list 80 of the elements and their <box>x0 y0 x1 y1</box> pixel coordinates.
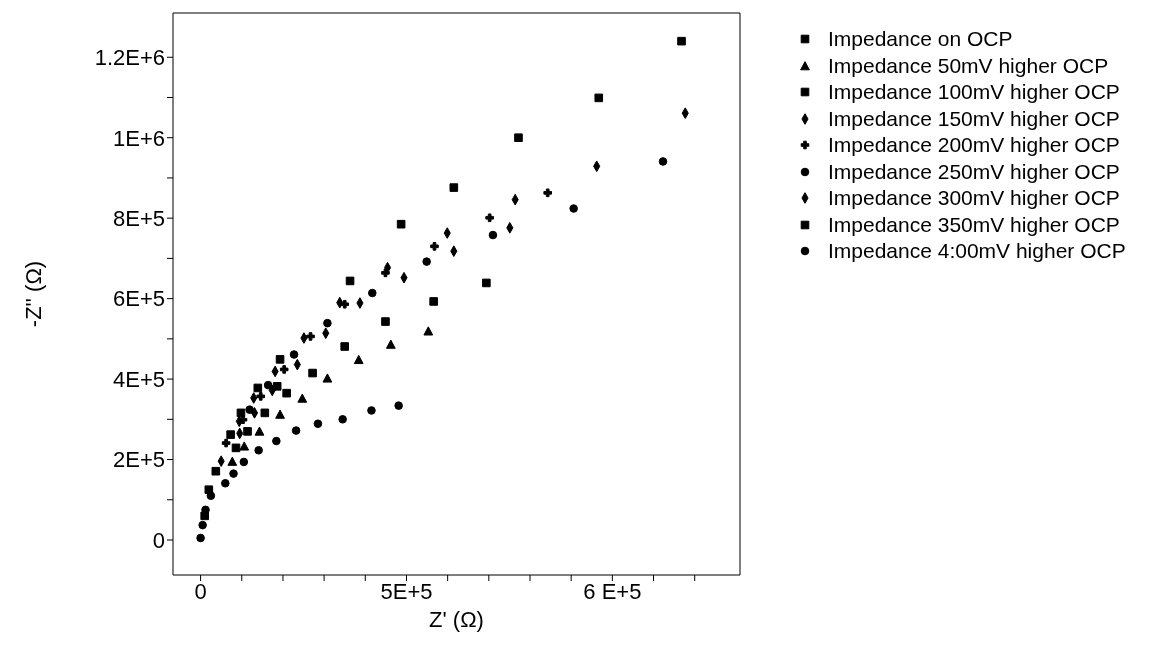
point <box>569 204 578 213</box>
x-axis-title: Z' (Ω) <box>429 606 484 632</box>
point <box>658 157 668 166</box>
point <box>338 415 347 424</box>
legend-label: Impedance 300mV higher OCP <box>828 185 1120 211</box>
point <box>345 276 355 286</box>
point <box>430 242 439 251</box>
y-tick-label: 0 <box>152 527 165 553</box>
point <box>254 426 265 436</box>
x-tick-label: 6 E+5 <box>583 578 642 604</box>
y-tick-label: 6E+5 <box>113 286 165 312</box>
point <box>340 342 350 351</box>
point <box>245 405 254 414</box>
point <box>322 373 333 383</box>
point <box>272 382 282 391</box>
point <box>263 380 273 390</box>
point <box>488 230 498 240</box>
y-tick-label: 8E+5 <box>113 205 165 231</box>
point <box>243 427 252 436</box>
point <box>272 436 281 446</box>
legend-label: Impedance 4:00mV higher OCP <box>828 238 1126 264</box>
point <box>239 457 249 467</box>
point <box>367 406 376 415</box>
point <box>229 469 238 478</box>
point <box>422 257 431 266</box>
point <box>236 408 246 418</box>
legend-label: Impedance on OCP <box>828 26 1013 52</box>
y-tick-label: 1E+6 <box>113 125 165 151</box>
point <box>313 419 323 429</box>
point <box>282 388 291 398</box>
point <box>482 278 491 288</box>
legend-label: Impedance 350mV higher OCP <box>828 211 1120 238</box>
point <box>220 478 230 488</box>
y-tick-label: 1.2E+6 <box>94 45 165 71</box>
point <box>396 219 406 229</box>
point <box>423 326 434 336</box>
point <box>323 318 332 328</box>
point <box>260 408 270 418</box>
x-tick-label: 5E+5 <box>380 578 433 604</box>
point <box>254 446 263 455</box>
point <box>449 183 459 192</box>
point <box>256 392 266 401</box>
y-tick-label: 2E+5 <box>113 447 165 473</box>
point <box>381 317 390 326</box>
legend-label: Impedance 50mV higher OCP <box>828 52 1109 79</box>
point <box>394 401 403 410</box>
point <box>353 354 364 365</box>
point <box>594 93 604 103</box>
point <box>543 188 553 198</box>
point <box>514 133 523 143</box>
y-axis-title: -Z'' (Ω) <box>20 260 46 328</box>
point <box>253 383 263 393</box>
point <box>429 297 438 306</box>
point <box>226 430 235 439</box>
point <box>239 441 250 451</box>
point <box>196 533 205 543</box>
point <box>275 355 285 364</box>
point <box>297 393 308 403</box>
point <box>231 443 241 453</box>
point <box>291 426 301 435</box>
legend-label: Impedance 200mV higher OCP <box>828 132 1120 158</box>
point <box>289 350 299 359</box>
point <box>211 466 221 476</box>
point <box>385 339 396 349</box>
point <box>206 491 216 501</box>
x-tick-label: 0 <box>194 578 207 604</box>
y-tick-label: 4E+5 <box>113 366 165 392</box>
point <box>308 368 317 378</box>
point <box>677 36 686 46</box>
legend-label: Impedance 150mV higher OCP <box>828 105 1120 132</box>
legend-label: Impedance 250mV higher OCP <box>828 158 1120 185</box>
point <box>221 438 231 448</box>
point <box>227 456 238 466</box>
point <box>485 213 494 223</box>
point <box>306 332 315 341</box>
legend-label: Impedance 100mV higher OCP <box>828 79 1120 105</box>
point <box>275 409 285 419</box>
point <box>279 365 289 374</box>
point <box>198 520 207 530</box>
point <box>367 288 377 298</box>
